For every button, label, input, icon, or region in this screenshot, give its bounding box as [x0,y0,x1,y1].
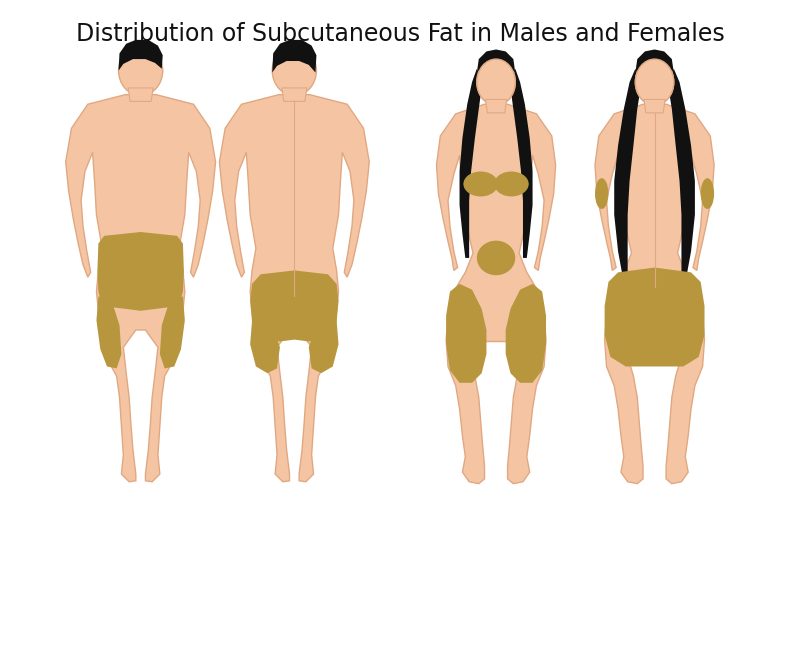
Polygon shape [97,297,122,368]
Ellipse shape [595,178,609,209]
Polygon shape [510,69,533,258]
Polygon shape [98,232,184,311]
Polygon shape [160,297,185,368]
Ellipse shape [272,45,317,96]
Ellipse shape [635,59,674,105]
Polygon shape [66,95,215,482]
Polygon shape [506,284,546,383]
Polygon shape [446,284,486,383]
Polygon shape [635,49,674,72]
Ellipse shape [118,45,162,96]
Polygon shape [459,69,482,258]
Polygon shape [282,88,307,101]
Polygon shape [118,40,162,71]
Polygon shape [668,69,695,272]
Polygon shape [486,100,506,113]
Polygon shape [595,104,714,484]
Text: Distribution of Subcutaneous Fat in Males and Females: Distribution of Subcutaneous Fat in Male… [76,22,724,46]
Polygon shape [614,69,641,272]
Polygon shape [605,268,705,366]
Ellipse shape [494,171,529,196]
Polygon shape [219,95,370,482]
Ellipse shape [477,59,515,105]
Ellipse shape [701,178,714,209]
Ellipse shape [477,241,515,275]
Polygon shape [477,49,515,72]
Polygon shape [644,100,665,113]
Ellipse shape [477,59,515,105]
Polygon shape [250,270,338,341]
Ellipse shape [635,59,674,105]
Polygon shape [128,88,153,101]
Polygon shape [272,40,317,72]
Ellipse shape [463,171,498,196]
Polygon shape [437,104,556,484]
Polygon shape [309,318,338,373]
Polygon shape [250,318,280,373]
